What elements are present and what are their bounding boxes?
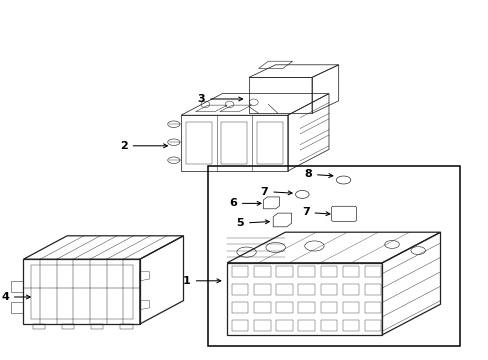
Text: 3: 3	[197, 94, 242, 104]
Text: 2: 2	[120, 141, 167, 151]
Text: 5: 5	[236, 218, 269, 228]
Bar	[207, 166, 459, 346]
Text: 6: 6	[228, 198, 261, 208]
Text: 7: 7	[260, 186, 291, 197]
Text: 7: 7	[301, 207, 329, 217]
Text: 4: 4	[1, 292, 30, 302]
Text: 1: 1	[183, 276, 220, 286]
Text: 8: 8	[304, 169, 332, 179]
